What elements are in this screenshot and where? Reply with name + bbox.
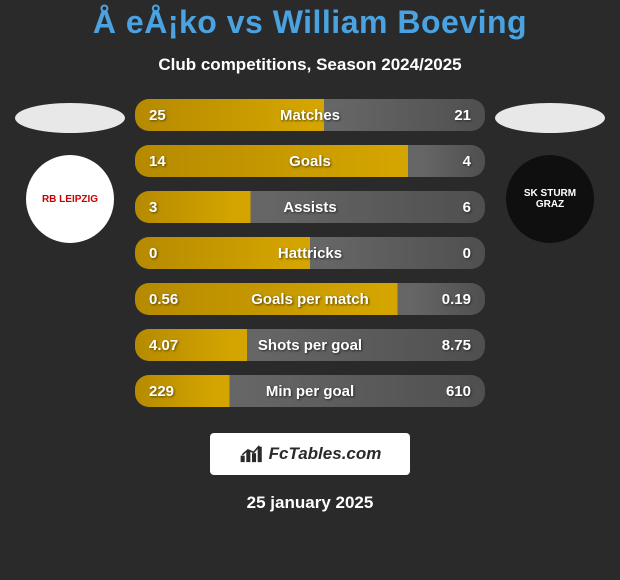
stat-row: 14 Goals 4 [135,145,485,177]
club-badge-right: SK STURM GRAZ [506,155,594,243]
stat-row: 4.07 Shots per goal 8.75 [135,329,485,361]
stat-row: 25 Matches 21 [135,99,485,131]
page-title: Å eÅ¡ko vs William Boeving [93,4,527,41]
stats-column: 25Matches2114Goals43Assists60Hattricks00… [135,99,485,407]
right-side-column: SK STURM GRAZ [495,99,605,243]
stat-right-value: 610 [446,383,471,400]
stat-left-value: 3 [149,199,157,216]
stat-label: Shots per goal [258,337,362,354]
stat-left-value: 14 [149,153,166,170]
stat-left-value: 25 [149,107,166,124]
bars-icon [239,443,265,465]
player-oval-left [15,103,125,133]
stat-right-value: 0.19 [442,291,471,308]
footer-logo: FcTables.com [210,433,410,475]
stat-label: Assists [283,199,336,216]
stat-label: Goals [289,153,331,170]
stat-right-value: 0 [463,245,471,262]
stat-label: Matches [280,107,340,124]
stat-left-value: 4.07 [149,337,178,354]
generated-date: 25 january 2025 [247,493,374,513]
stat-row: 3 Assists 6 [135,191,485,223]
subtitle: Club competitions, Season 2024/2025 [158,55,461,75]
stat-row: 0 Hattricks 0 [135,237,485,269]
footer-brand-text: FcTables.com [269,444,382,464]
stat-left-value: 229 [149,383,174,400]
stat-left-value: 0.56 [149,291,178,308]
stat-row: 229 Min per goal 610 [135,375,485,407]
club-badge-right-label: SK STURM GRAZ [512,188,588,210]
stat-row: 0.56 Goals per match 0.19 [135,283,485,315]
club-badge-left-label: RB LEIPZIG [42,194,98,205]
stat-label: Goals per match [251,291,369,308]
club-badge-left: RB LEIPZIG [26,155,114,243]
stat-left-value: 0 [149,245,157,262]
stat-right-value: 21 [454,107,471,124]
stat-label: Min per goal [266,383,354,400]
stat-right-value: 4 [463,153,471,170]
stats-area: RB LEIPZIG 25 Matches 21 14 Goals 4 3 Assists 6 0… [0,99,620,407]
left-side-column: RB LEIPZIG [15,99,125,243]
player-oval-right [495,103,605,133]
stat-label: Hattricks [278,245,342,262]
stat-right-value: 6 [463,199,471,216]
stat-right-value: 8.75 [442,337,471,354]
